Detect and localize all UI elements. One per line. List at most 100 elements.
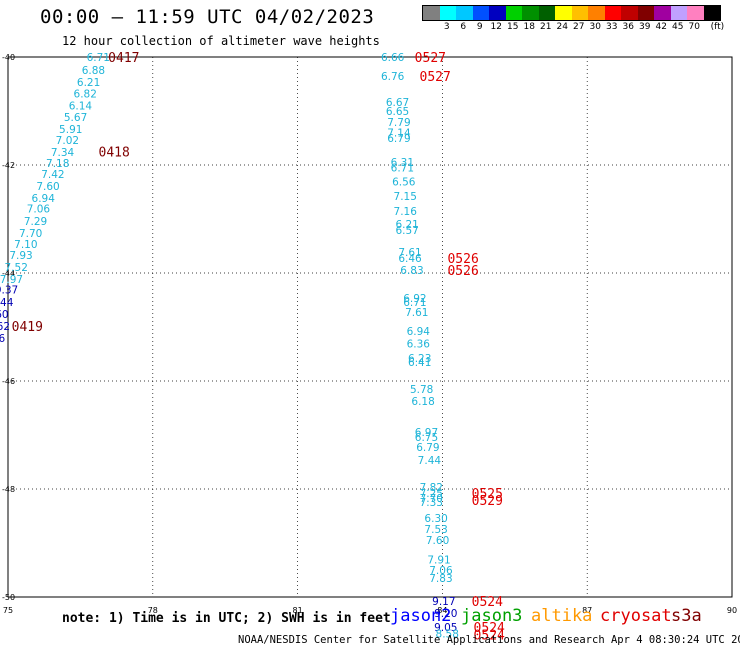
wave-height-value: 6.30	[424, 513, 447, 525]
wave-height-value: 5.67	[64, 112, 87, 124]
wave-height-value: 7.93	[9, 250, 32, 262]
lon-tick-label: 87	[582, 606, 592, 615]
wave-height-value: 6.31	[391, 157, 414, 169]
color-swatch	[637, 6, 654, 20]
wave-height-value: 7.52	[5, 262, 28, 274]
color-swatch	[670, 6, 687, 20]
lat-tick-label: -44	[2, 269, 15, 278]
wave-height-value: 7.60	[426, 535, 449, 547]
wave-height-value: 7.29	[24, 216, 47, 228]
wave-height-value: 9.05	[434, 622, 457, 634]
wave-height-value: 7.61	[398, 247, 421, 259]
wave-height-value: 7.91	[427, 555, 450, 567]
pass-time-label: 0525	[472, 487, 503, 502]
legend-altika: altika	[531, 606, 593, 626]
wave-height-value: 11.26	[0, 333, 5, 345]
color-scale-tick-label: 33	[606, 22, 618, 32]
wave-height-value: 7.79	[387, 117, 410, 129]
color-scale-tick-label: 27	[573, 22, 585, 32]
pass-time-label: 0526	[447, 264, 478, 279]
wave-height-value: 7.60	[36, 181, 59, 193]
color-scale-tick-label: 39	[639, 22, 651, 32]
legend-cryosat: cryosat	[600, 606, 672, 626]
wave-height-value: 6.75	[415, 432, 438, 444]
color-scale-tick-label: 36	[622, 22, 634, 32]
wave-height-value: 6.79	[416, 442, 439, 454]
color-scale-bar	[422, 5, 721, 21]
color-scale-tick-label: 15	[507, 22, 519, 32]
pass-time-label: 0418	[99, 146, 130, 161]
wave-height-value: 6.14	[69, 101, 93, 113]
wave-height-value: 6.21	[77, 77, 100, 89]
legend-jason2: jason2	[390, 606, 452, 626]
wave-height-value: 6.46	[398, 253, 422, 265]
wave-height-value: 6.71	[403, 297, 426, 309]
wave-height-value: 6.92	[403, 293, 426, 305]
color-swatch	[538, 6, 555, 20]
wave-height-value: 6.94	[407, 326, 431, 338]
wave-height-value: 6.65	[386, 106, 409, 118]
wave-height-value: 6.71	[391, 163, 414, 175]
wave-height-value: 7.02	[56, 135, 79, 147]
pass-time-label: 0526	[447, 252, 478, 267]
figure-subtitle: 12 hour collection of altimeter wave hei…	[62, 34, 380, 48]
color-scale-tick-label: 30	[589, 22, 601, 32]
lon-tick-label: 81	[293, 606, 303, 615]
wave-height-value: 7.10	[14, 239, 37, 251]
lon-tick-label: 78	[148, 606, 158, 615]
color-swatch	[588, 6, 605, 20]
wave-height-value: 5.78	[410, 384, 433, 396]
color-swatch	[423, 6, 440, 20]
wave-height-value: 5.91	[59, 124, 82, 136]
wave-height-value: 7.16	[394, 206, 418, 218]
wave-height-value: 6.57	[395, 225, 418, 237]
color-swatch	[571, 6, 588, 20]
color-swatch	[604, 6, 621, 20]
pass-time-label: 0524	[474, 628, 505, 643]
wave-height-value: 7.70	[19, 228, 42, 240]
wave-height-value: 7.14	[387, 128, 411, 140]
color-swatch	[505, 6, 522, 20]
wave-height-value: 6.66	[381, 52, 405, 64]
legend-s3a: s3a	[671, 606, 702, 626]
color-scale-unit: (ft)	[710, 22, 725, 32]
wave-height-value: 7.53	[424, 524, 447, 536]
pass-time-label: 0419	[12, 320, 43, 335]
lat-tick-label: -40	[2, 53, 15, 62]
wave-height-value: 7.44	[418, 455, 442, 467]
color-swatch	[621, 6, 638, 20]
pass-time-label: 0524	[474, 621, 505, 636]
wave-height-value: 7.70	[420, 493, 443, 505]
color-scale-tick-label: 21	[540, 22, 552, 32]
wave-height-value: 6.76	[381, 71, 405, 83]
wave-height-value: 7.25	[420, 488, 443, 500]
pass-time-label: 0417	[108, 51, 139, 66]
wave-height-value: 7.61	[405, 307, 428, 319]
color-swatch	[654, 6, 671, 20]
pass-time-label: 0527	[415, 51, 446, 66]
wave-height-value: 6.83	[400, 265, 423, 277]
wave-height-value: 9.44	[0, 297, 14, 309]
wave-height-value: 7.33	[420, 497, 443, 509]
wave-height-value: 6.56	[392, 177, 416, 189]
color-scale-tick-label: 3	[443, 22, 450, 32]
footnote: note: 1) Time is in UTC; 2) SWH is in fe…	[62, 611, 391, 626]
wave-height-value: 9.20	[434, 608, 457, 620]
color-swatch	[687, 6, 704, 20]
lat-tick-label: -48	[2, 485, 15, 494]
wave-height-value: 10.62	[0, 321, 10, 333]
wave-height-value: 7.82	[420, 482, 443, 494]
map-frame	[7, 56, 733, 598]
wave-height-value: 7.06	[429, 565, 453, 577]
pass-time-label: 0529	[472, 494, 503, 509]
lat-tick-label: -42	[2, 161, 15, 170]
color-swatch	[489, 6, 506, 20]
wave-height-value: 7.34	[51, 147, 75, 159]
wave-height-value: 8.58	[436, 629, 459, 641]
color-scale-labels: 3 6 9 12 15 18 21 24 27 30 33 36 39 42 45 70 (ft)	[422, 22, 740, 34]
color-swatch	[555, 6, 572, 20]
wave-height-value: 9.37	[0, 285, 18, 297]
color-swatch	[456, 6, 473, 20]
lon-tick-label: 90	[727, 606, 737, 615]
